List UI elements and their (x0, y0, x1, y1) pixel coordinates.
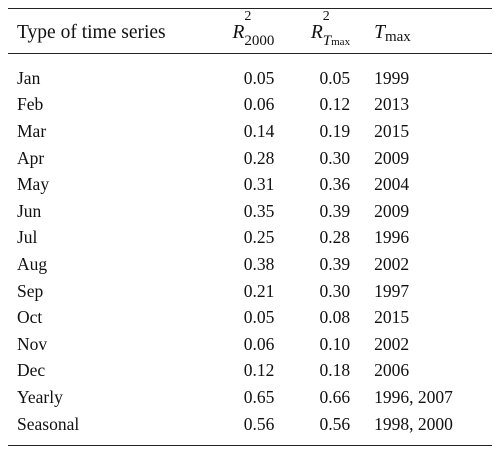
header-tmax: Tmax (350, 22, 492, 53)
cell-tmax: 2015 (374, 307, 410, 328)
cell-tmax: 1997 (374, 280, 410, 301)
cell-r2-2000: 0.56 (243, 413, 275, 434)
cell-r2-tmax: 0.05 (319, 67, 351, 88)
table-row: Nov 0.06 0.10 2002 (8, 331, 492, 358)
table-row: Sep 0.21 0.30 1997 (8, 278, 492, 305)
cell-r2-tmax: 0.39 (319, 200, 351, 221)
cell-r2-2000: 0.06 (243, 333, 275, 354)
cell-type: Yearly (17, 386, 63, 407)
cell-r2-2000: 0.35 (243, 200, 275, 221)
cell-r2-2000: 0.14 (243, 120, 275, 141)
cell-type: Jun (17, 200, 42, 221)
cell-tmax: 1996, 2007 (374, 386, 453, 407)
table-row: Jun 0.35 0.39 2009 (8, 198, 492, 225)
cell-r2-tmax: 0.36 (319, 174, 351, 195)
header-r2-tmax-sub-t: T (322, 33, 332, 49)
results-table: Type of time series R 2 2000 R 2 Tmax Tmax J… (8, 8, 492, 447)
table-row: Seasonal 0.56 0.56 1998, 2000 (8, 411, 492, 438)
cell-r2-tmax: 0.18 (319, 360, 351, 381)
cell-r2-2000: 0.65 (243, 386, 275, 407)
top-rule (8, 8, 492, 9)
cell-tmax: 1999 (374, 67, 410, 88)
cell-tmax: 2009 (374, 147, 410, 168)
header-r2-2000-base: R (232, 22, 245, 43)
table-row: Yearly 0.65 0.66 1996, 2007 (8, 384, 492, 411)
cell-type: Sep (17, 280, 44, 301)
cell-r2-tmax: 0.28 (319, 227, 351, 248)
cell-tmax: 2009 (374, 200, 410, 221)
table-row: Mar 0.14 0.19 2015 (8, 118, 492, 145)
cell-type: Aug (17, 253, 48, 274)
cell-type: Oct (17, 307, 43, 328)
cell-r2-tmax: 0.66 (319, 386, 351, 407)
cell-r2-2000: 0.21 (243, 280, 275, 301)
cell-r2-tmax: 0.19 (319, 120, 351, 141)
cell-tmax: 2002 (374, 333, 410, 354)
cell-r2-tmax: 0.10 (319, 333, 351, 354)
table-header: Type of time series R 2 2000 R 2 Tmax Tmax (8, 9, 492, 53)
header-r2-2000: R 2 2000 (209, 9, 275, 53)
table-row: Aug 0.38 0.39 2002 (8, 251, 492, 278)
table-row: Oct 0.05 0.08 2015 (8, 304, 492, 331)
header-rule (8, 53, 492, 54)
cell-r2-tmax: 0.30 (319, 147, 351, 168)
table-row: Jul 0.25 0.28 1996 (8, 225, 492, 252)
header-type: Type of time series (17, 22, 166, 43)
bottom-rule (8, 445, 492, 447)
cell-tmax: 2002 (374, 253, 410, 274)
cell-tmax: 1996 (374, 227, 410, 248)
cell-r2-2000: 0.06 (243, 94, 275, 115)
cell-type: Nov (17, 333, 48, 354)
cell-r2-2000: 0.38 (243, 253, 275, 274)
cell-r2-tmax: 0.56 (319, 413, 351, 434)
header-r2-2000-sub: 2000 (244, 33, 275, 49)
table-row: Jan 0.05 0.05 1999 (8, 65, 492, 92)
cell-tmax: 2004 (374, 174, 410, 195)
cell-type: Jul (17, 227, 38, 248)
cell-r2-2000: 0.25 (243, 227, 275, 248)
header-r2-tmax-base: R (310, 22, 323, 43)
header-r2-2000-sup: 2 (244, 9, 252, 24)
cell-r2-tmax: 0.30 (319, 280, 351, 301)
cell-r2-2000: 0.31 (243, 174, 275, 195)
cell-r2-2000: 0.05 (243, 307, 275, 328)
cell-type: May (17, 174, 50, 195)
table-row: May 0.31 0.36 2004 (8, 171, 492, 198)
cell-type: Seasonal (17, 413, 80, 434)
cell-r2-2000: 0.28 (243, 147, 275, 168)
table-row: Feb 0.06 0.12 2013 (8, 92, 492, 119)
header-r2-tmax-sub-max: max (331, 36, 351, 48)
table-row: Dec 0.12 0.18 2006 (8, 358, 492, 385)
cell-type: Dec (17, 360, 46, 381)
cell-r2-tmax: 0.08 (319, 307, 351, 328)
cell-type: Jan (17, 67, 41, 88)
cell-r2-2000: 0.05 (243, 67, 275, 88)
header-r2-tmax-sup: 2 (322, 9, 330, 24)
header-r2-tmax: R 2 Tmax (274, 9, 351, 53)
cell-tmax: 1998, 2000 (374, 413, 453, 434)
cell-type: Feb (17, 94, 44, 115)
cell-r2-tmax: 0.39 (319, 253, 351, 274)
cell-type: Mar (17, 120, 47, 141)
cell-tmax: 2015 (374, 120, 410, 141)
cell-r2-tmax: 0.12 (319, 94, 351, 115)
header-tmax-base: T (374, 22, 385, 43)
cell-tmax: 2006 (374, 360, 410, 381)
cell-r2-2000: 0.12 (243, 360, 275, 381)
header-tmax-sub: max (384, 29, 411, 45)
cell-type: Apr (17, 147, 45, 168)
table-body: Jan 0.05 0.05 1999 Feb 0.06 0.12 2013 Mar 0.14 0.1… (8, 54, 492, 445)
table-row: Apr 0.28 0.30 2009 (8, 145, 492, 172)
cell-tmax: 2013 (374, 94, 410, 115)
